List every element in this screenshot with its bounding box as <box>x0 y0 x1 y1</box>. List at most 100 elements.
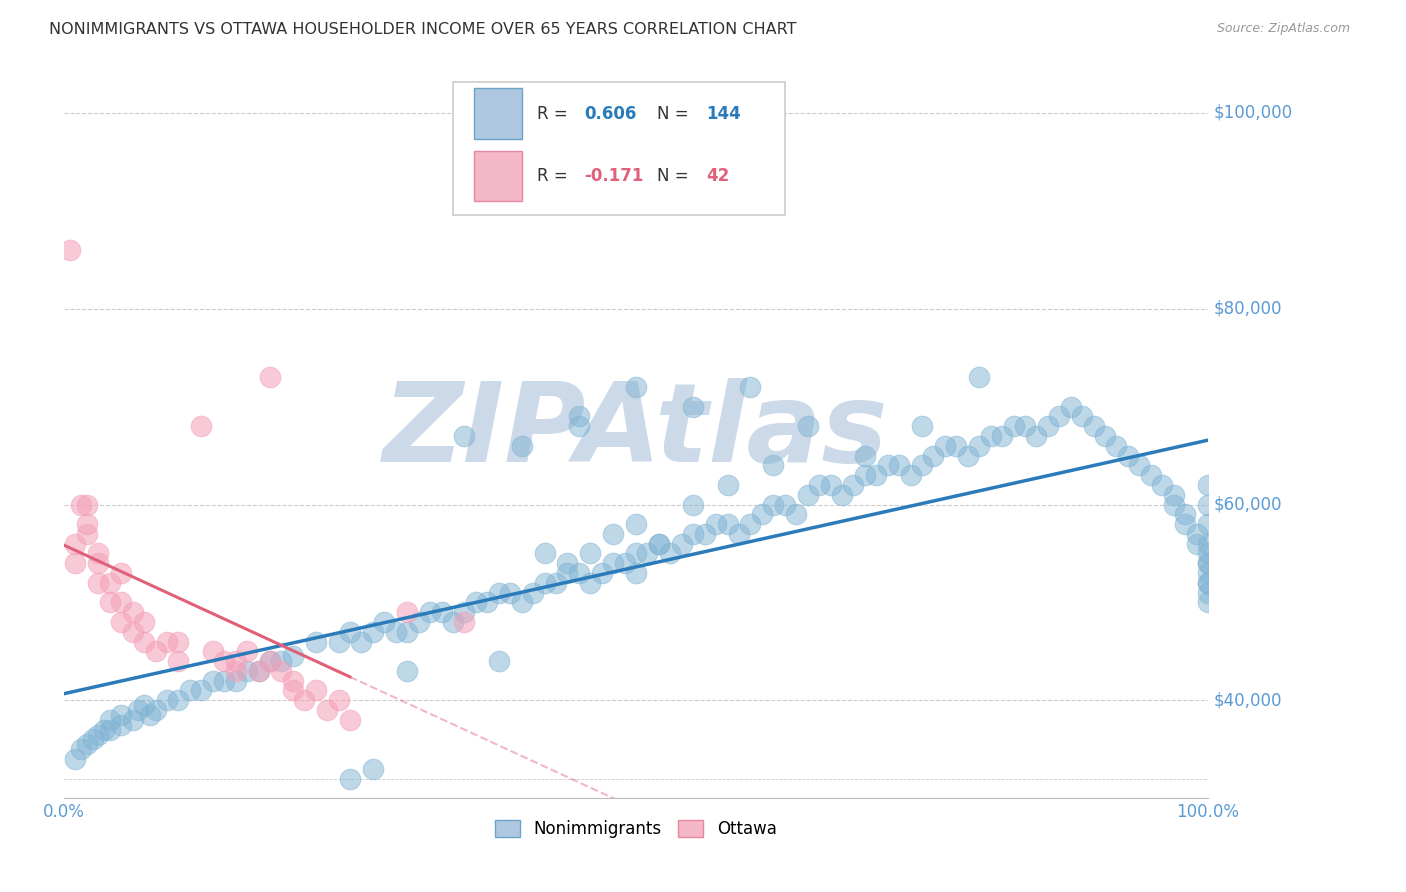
Point <box>991 429 1014 443</box>
Point <box>613 556 636 570</box>
Point <box>167 693 190 707</box>
Point <box>648 536 671 550</box>
Point <box>853 468 876 483</box>
Point <box>1014 419 1036 434</box>
Point <box>93 723 115 737</box>
Point <box>247 664 270 678</box>
Point <box>1185 527 1208 541</box>
Text: Source: ZipAtlas.com: Source: ZipAtlas.com <box>1216 22 1350 36</box>
Point <box>110 615 132 629</box>
Point <box>339 772 361 786</box>
Point <box>1197 575 1219 590</box>
Point <box>225 673 247 688</box>
Point <box>1197 536 1219 550</box>
Point <box>212 673 235 688</box>
Point <box>533 546 555 560</box>
Text: -0.171: -0.171 <box>585 168 644 186</box>
Point <box>179 683 201 698</box>
Point <box>624 517 647 532</box>
Point <box>82 732 104 747</box>
Point <box>134 634 156 648</box>
Point <box>785 508 807 522</box>
Point <box>591 566 613 580</box>
Point <box>281 649 304 664</box>
Point <box>121 713 143 727</box>
Point <box>225 654 247 668</box>
Point <box>693 527 716 541</box>
Point <box>396 605 419 619</box>
Point <box>1036 419 1059 434</box>
Point <box>762 498 785 512</box>
Point <box>510 595 533 609</box>
Point <box>328 634 350 648</box>
Point <box>201 673 224 688</box>
Point <box>842 478 865 492</box>
Point <box>70 742 93 756</box>
Point <box>110 595 132 609</box>
Point <box>76 527 98 541</box>
Text: $80,000: $80,000 <box>1213 300 1282 318</box>
Point <box>259 370 281 384</box>
Point <box>145 644 167 658</box>
Point <box>980 429 1002 443</box>
Point <box>1174 517 1197 532</box>
Point <box>704 517 727 532</box>
Point <box>190 419 212 434</box>
Point <box>934 439 956 453</box>
Point <box>70 498 93 512</box>
Point <box>1139 468 1161 483</box>
Point <box>510 439 533 453</box>
Point <box>568 566 591 580</box>
Point <box>889 458 911 473</box>
Point <box>499 585 522 599</box>
Point <box>1116 449 1139 463</box>
Point <box>292 693 315 707</box>
Point <box>1197 575 1219 590</box>
Point <box>396 664 419 678</box>
Point <box>1197 498 1219 512</box>
Point <box>1174 508 1197 522</box>
Point <box>1197 595 1219 609</box>
Point <box>624 546 647 560</box>
Point <box>65 556 87 570</box>
Point <box>762 458 785 473</box>
Point <box>167 634 190 648</box>
Point <box>853 449 876 463</box>
Point <box>408 615 430 629</box>
Point <box>87 546 110 560</box>
Text: $100,000: $100,000 <box>1213 104 1294 122</box>
Point <box>212 654 235 668</box>
Point <box>127 703 149 717</box>
Point <box>98 723 121 737</box>
Point <box>477 595 499 609</box>
Point <box>956 449 979 463</box>
Point <box>796 488 818 502</box>
Point <box>1071 409 1094 424</box>
Point <box>453 429 475 443</box>
Text: N =: N = <box>657 105 693 123</box>
Point <box>139 708 162 723</box>
Point <box>339 624 361 639</box>
Point <box>682 400 704 414</box>
Point <box>430 605 453 619</box>
Point <box>396 624 419 639</box>
Point <box>876 458 898 473</box>
Point <box>1025 429 1047 443</box>
Point <box>865 468 887 483</box>
Point <box>579 575 602 590</box>
Point <box>190 683 212 698</box>
Point <box>87 575 110 590</box>
Point <box>796 419 818 434</box>
Point <box>316 703 339 717</box>
Point <box>740 380 762 394</box>
Point <box>225 664 247 678</box>
Point <box>682 527 704 541</box>
Point <box>808 478 831 492</box>
Point <box>65 536 87 550</box>
Point <box>201 644 224 658</box>
Point <box>740 517 762 532</box>
Point <box>1197 478 1219 492</box>
Point <box>281 673 304 688</box>
Point <box>328 693 350 707</box>
Point <box>671 536 693 550</box>
